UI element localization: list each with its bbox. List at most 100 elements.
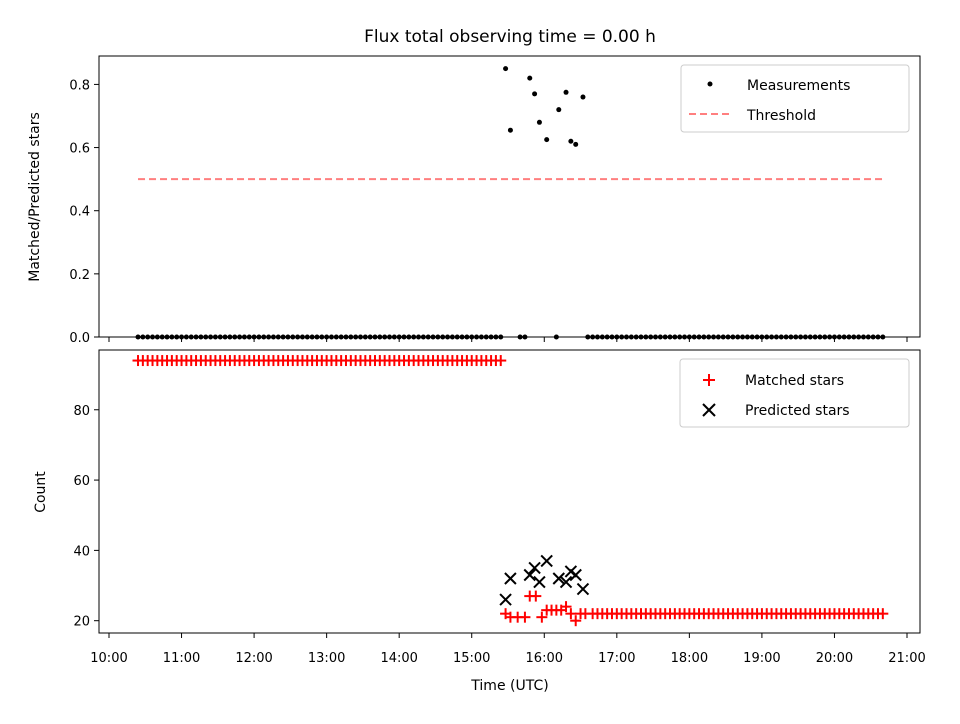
measurements-point xyxy=(735,334,741,340)
measurements-point xyxy=(203,334,209,340)
measurements-point xyxy=(454,334,460,340)
measurements-point xyxy=(875,334,881,340)
measurements-point xyxy=(783,334,789,340)
measurements-point xyxy=(275,334,281,340)
x-tick-label: 16:00 xyxy=(526,651,563,666)
measurements-point xyxy=(193,334,199,340)
measurements-point xyxy=(696,334,702,340)
measurements-point xyxy=(599,334,605,340)
measurements-point xyxy=(860,334,866,340)
measurements-point xyxy=(396,334,402,340)
measurements-point xyxy=(769,334,775,340)
predicted-stars-point xyxy=(540,554,553,568)
measurements-point xyxy=(222,334,228,340)
x-tick-label: 12:00 xyxy=(235,651,272,666)
measurements-point xyxy=(812,334,818,340)
measurements-point xyxy=(580,94,586,100)
measurements-point xyxy=(827,334,833,340)
legend-predicted-marker xyxy=(702,403,716,417)
measurements-point xyxy=(711,334,717,340)
measurements-point xyxy=(198,334,204,340)
measurements-point xyxy=(498,334,504,340)
measurements-point xyxy=(544,137,550,143)
measurements-point xyxy=(343,334,349,340)
measurements-point xyxy=(440,334,446,340)
measurements-point xyxy=(357,334,363,340)
measurements-point xyxy=(212,334,218,340)
measurements-point xyxy=(159,334,165,340)
measurements-point xyxy=(169,334,175,340)
measurements-point xyxy=(164,334,170,340)
measurements-point xyxy=(836,334,842,340)
measurements-point xyxy=(778,334,784,340)
measurements-point xyxy=(573,141,579,147)
measurements-point xyxy=(517,334,523,340)
x-tick-label: 20:00 xyxy=(816,651,853,666)
measurements-point xyxy=(870,334,876,340)
top-legend-box xyxy=(680,64,910,133)
measurements-point xyxy=(532,91,538,97)
predicted-stars-point xyxy=(528,561,541,575)
measurements-point xyxy=(319,334,325,340)
bottom-x-axis: 10:00 11:00 12:00 13:00 14:00 15:00 16:00 17:00… xyxy=(90,633,926,666)
top-y-tick-label: 0.0 xyxy=(69,331,90,346)
predicted-stars-point xyxy=(552,572,565,585)
x-tick-label: 14:00 xyxy=(380,651,417,666)
top-plot-area xyxy=(135,66,886,340)
bottom-y-tick-label: 40 xyxy=(73,544,90,559)
chart-title: Flux total observing time = 0.00 h xyxy=(364,27,656,47)
measurements-point xyxy=(348,334,354,340)
measurements-point xyxy=(232,334,238,340)
x-tick-label: 15:00 xyxy=(453,651,490,666)
measurements-point xyxy=(793,334,799,340)
matched-stars-point xyxy=(536,611,548,623)
x-tick-label: 18:00 xyxy=(671,651,708,666)
measurements-point xyxy=(416,334,422,340)
matched-stars-point xyxy=(519,611,531,623)
measurements-point xyxy=(469,334,475,340)
measurements-point xyxy=(556,107,562,113)
measurements-point xyxy=(730,334,736,340)
measurements-point xyxy=(609,334,615,340)
measurements-point xyxy=(686,334,692,340)
measurements-point xyxy=(449,334,455,340)
measurements-point xyxy=(420,334,426,340)
measurements-point xyxy=(851,334,857,340)
legend-matched-label: Matched stars xyxy=(745,373,844,389)
measurements-point xyxy=(333,334,339,340)
measurements-point xyxy=(295,334,301,340)
x-axis-label: Time (UTC) xyxy=(470,678,548,694)
measurements-point xyxy=(411,334,417,340)
measurements-point xyxy=(553,334,559,340)
matched-stars-point xyxy=(579,608,591,620)
measurements-point xyxy=(740,334,746,340)
measurements-point xyxy=(362,334,368,340)
measurements-point xyxy=(217,334,223,340)
measurements-point xyxy=(633,334,639,340)
measurements-point xyxy=(563,89,569,95)
measurements-point xyxy=(865,334,871,340)
measurements-point xyxy=(614,334,620,340)
measurements-point xyxy=(290,334,296,340)
measurements-point xyxy=(590,334,596,340)
measurements-point xyxy=(667,334,673,340)
measurements-point xyxy=(788,334,794,340)
legend-matched-marker xyxy=(703,374,715,386)
measurements-point xyxy=(483,334,489,340)
measurements-point xyxy=(406,334,412,340)
measurements-point xyxy=(387,334,393,340)
measurements-point xyxy=(251,334,257,340)
bottom-y-tick-label: 80 xyxy=(73,404,90,419)
matched-stars-point xyxy=(560,601,572,613)
measurements-point xyxy=(798,334,804,340)
measurements-point xyxy=(725,334,731,340)
measurements-point xyxy=(266,334,272,340)
measurements-point xyxy=(188,334,194,340)
measurements-point xyxy=(701,334,707,340)
measurements-point xyxy=(527,75,533,81)
measurements-point xyxy=(594,334,600,340)
measurements-point xyxy=(430,334,436,340)
measurements-point xyxy=(536,119,542,125)
measurements-point xyxy=(324,334,330,340)
